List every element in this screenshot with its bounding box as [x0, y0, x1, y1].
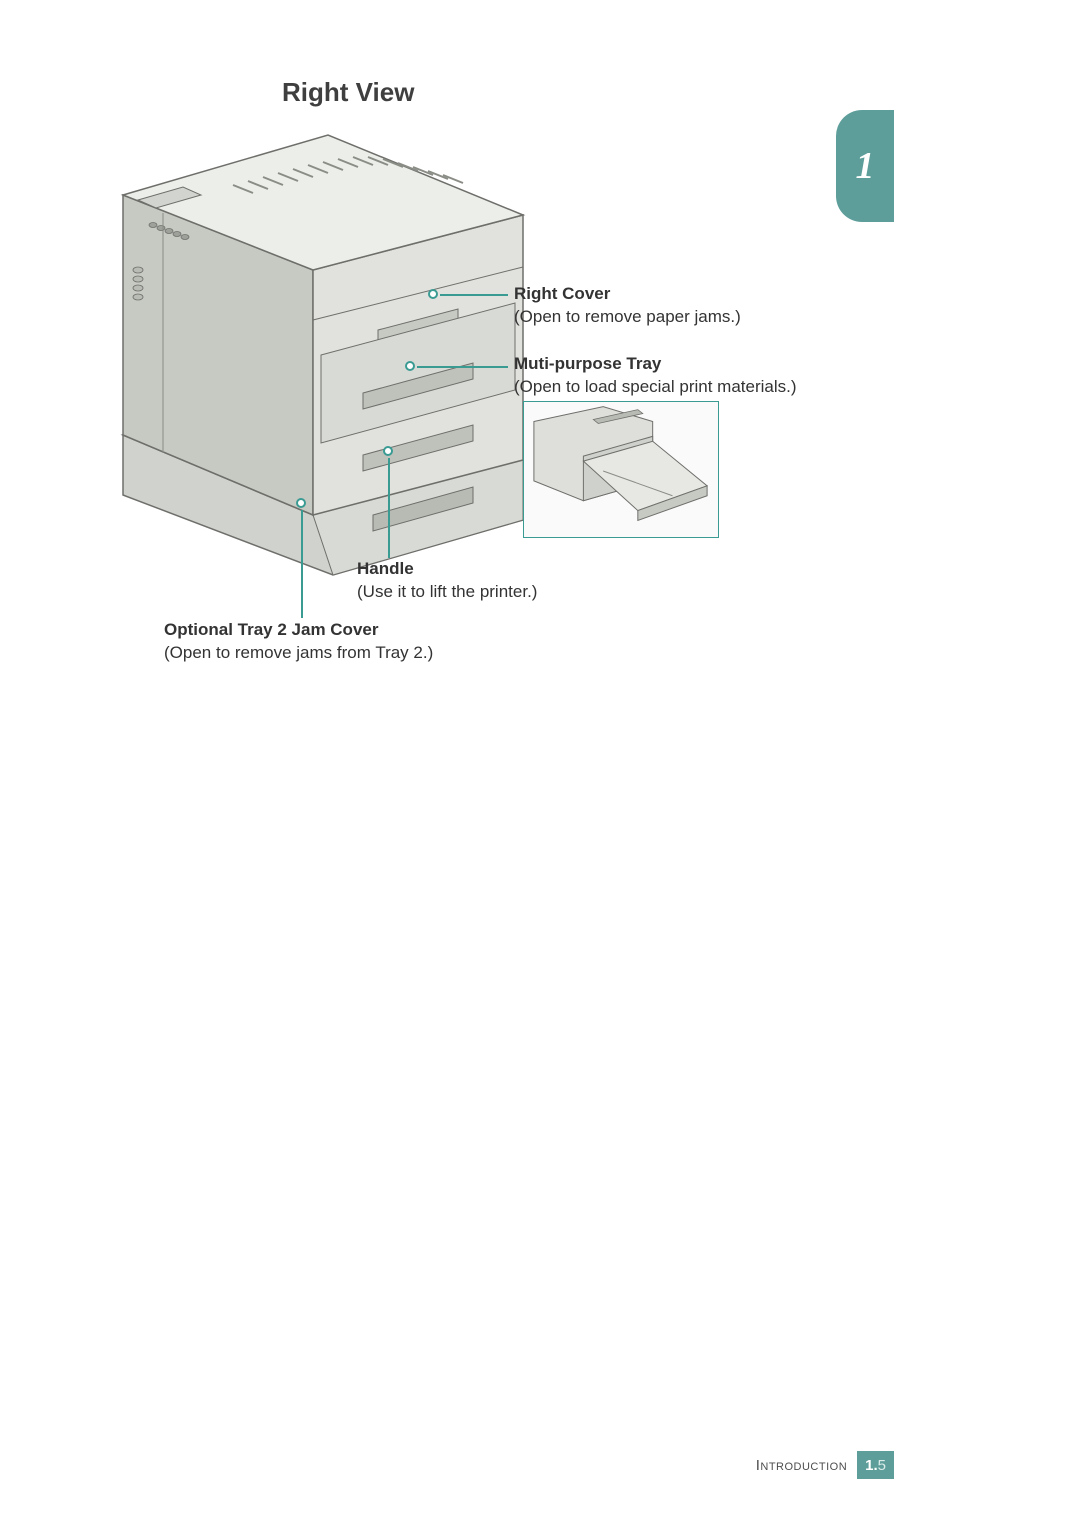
- callout-dot-mp-tray: [405, 361, 415, 371]
- page-footer: Introduction 1.5: [756, 1451, 894, 1479]
- label-right-cover: Right Cover (Open to remove paper jams.): [514, 283, 741, 329]
- label-tray2-name: Optional Tray 2 Jam Cover: [164, 620, 378, 639]
- callout-dot-right-cover: [428, 289, 438, 299]
- label-handle-name: Handle: [357, 559, 414, 578]
- label-mp-tray-desc: (Open to load special print materials.): [514, 377, 797, 396]
- label-tray2-desc: (Open to remove jams from Tray 2.): [164, 643, 433, 662]
- chapter-tab: 1: [836, 110, 894, 222]
- leader-tray2: [301, 510, 303, 618]
- label-mp-tray: Muti-purpose Tray (Open to load special …: [514, 353, 797, 399]
- label-handle-desc: (Use it to lift the printer.): [357, 582, 537, 601]
- mp-tray-inset: [523, 401, 719, 538]
- label-tray2: Optional Tray 2 Jam Cover (Open to remov…: [164, 619, 433, 665]
- label-right-cover-name: Right Cover: [514, 284, 610, 303]
- leader-handle: [388, 458, 390, 558]
- footer-pagebox: 1.5: [857, 1451, 894, 1479]
- label-handle: Handle (Use it to lift the printer.): [357, 558, 537, 604]
- chapter-number: 1: [856, 144, 875, 188]
- footer-page: 5: [878, 1457, 886, 1474]
- leader-right-cover: [440, 294, 508, 296]
- callout-dot-handle: [383, 446, 393, 456]
- footer-section: Introduction: [756, 1451, 857, 1479]
- label-right-cover-desc: (Open to remove paper jams.): [514, 307, 741, 326]
- leader-mp-tray: [417, 366, 508, 368]
- label-mp-tray-name: Muti-purpose Tray: [514, 354, 661, 373]
- page-title: Right View: [282, 77, 414, 108]
- mp-tray-inset-svg: [524, 401, 718, 538]
- callout-dot-tray2: [296, 498, 306, 508]
- footer-chapter: 1.: [865, 1457, 878, 1474]
